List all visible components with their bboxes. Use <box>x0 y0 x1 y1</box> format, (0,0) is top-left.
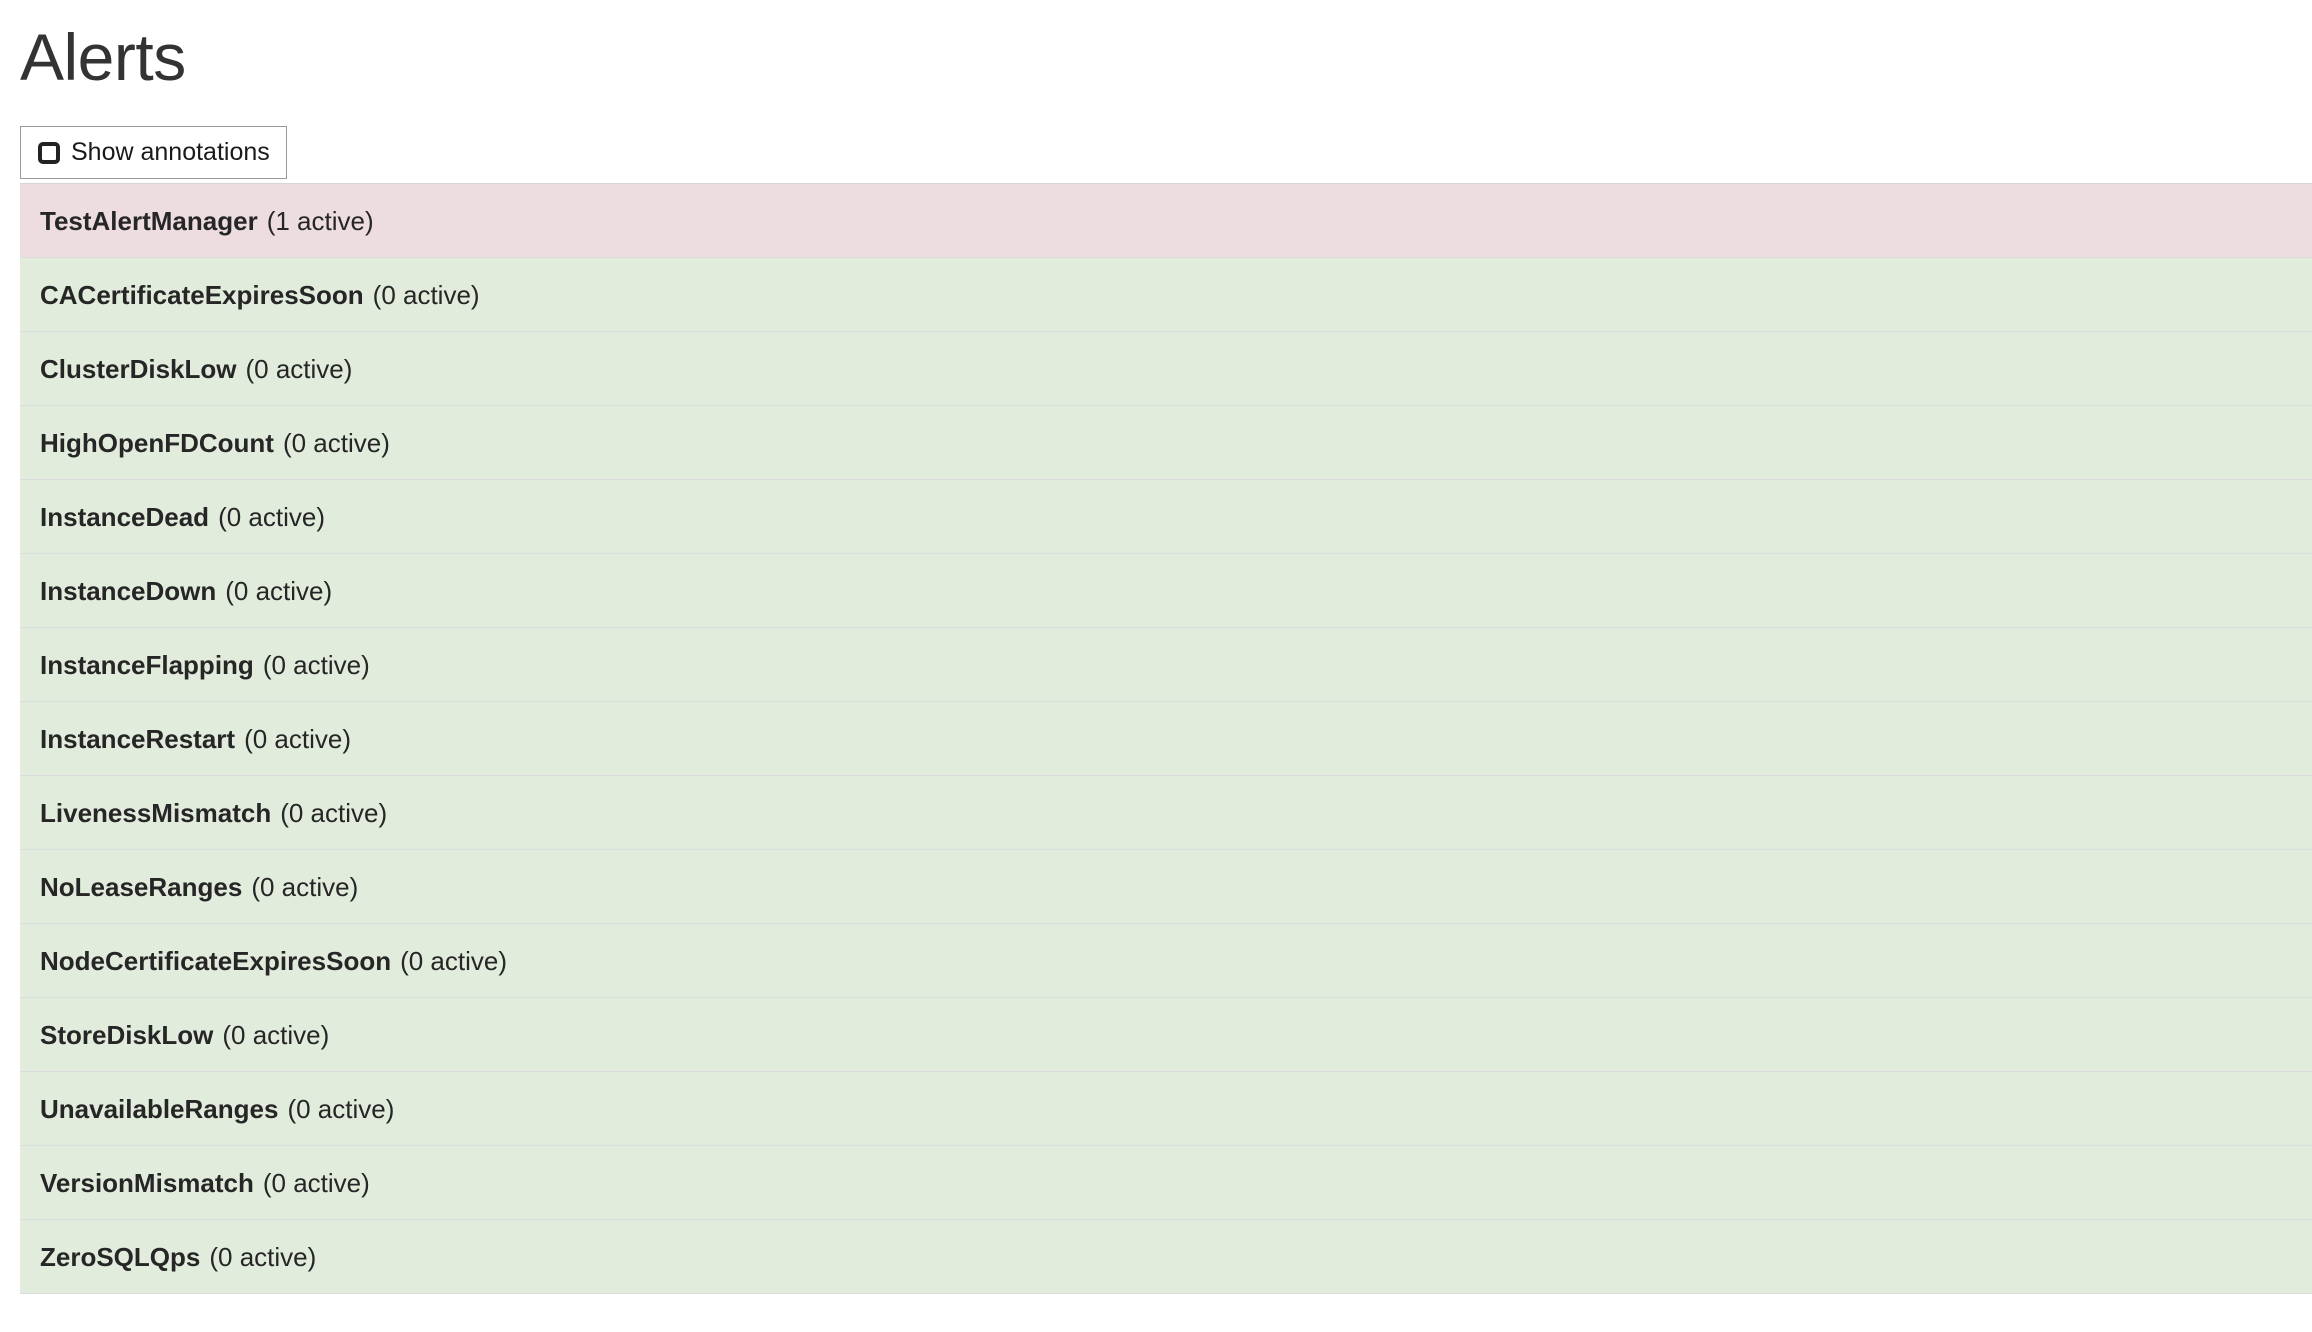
alert-row[interactable]: InstanceDead (0 active) <box>20 480 2312 554</box>
alert-name: UnavailableRanges <box>40 1093 279 1124</box>
unchecked-square-icon <box>38 141 60 164</box>
alert-name: ZeroSQLQps <box>40 1241 201 1272</box>
alert-active-count: (0 active) <box>218 501 325 532</box>
alert-row[interactable]: VersionMismatch (0 active) <box>20 1146 2312 1220</box>
alert-row[interactable]: InstanceRestart (0 active) <box>20 702 2312 776</box>
alert-name: HighOpenFDCount <box>40 427 274 458</box>
alert-row[interactable]: HighOpenFDCount (0 active) <box>20 406 2312 480</box>
alert-row[interactable]: InstanceDown (0 active) <box>20 554 2312 628</box>
alert-row[interactable]: InstanceFlapping (0 active) <box>20 628 2312 702</box>
alert-row[interactable]: NodeCertificateExpiresSoon (0 active) <box>20 924 2312 998</box>
alert-name: InstanceFlapping <box>40 649 254 680</box>
alert-row[interactable]: CACertificateExpiresSoon (0 active) <box>20 258 2312 332</box>
alert-row[interactable]: ZeroSQLQps (0 active) <box>20 1220 2312 1294</box>
alert-name: NodeCertificateExpiresSoon <box>40 945 392 976</box>
show-annotations-label: Show annotations <box>71 138 270 166</box>
alert-active-count: (0 active) <box>244 723 351 754</box>
toolbar: Show annotations <box>20 126 287 179</box>
alerts-list: TestAlertManager (1 active) CACertificateE… <box>20 183 2312 1294</box>
alert-active-count: (0 active) <box>251 871 359 902</box>
alert-row[interactable]: NoLeaseRanges (0 active) <box>20 850 2312 924</box>
alert-active-count: (0 active) <box>282 427 390 458</box>
alert-row[interactable]: ClusterDiskLow (0 active) <box>20 332 2312 406</box>
alert-row[interactable]: TestAlertManager (1 active) <box>20 184 2312 258</box>
alert-name: InstanceDown <box>40 575 217 606</box>
page-title: Alerts <box>20 20 186 94</box>
alert-active-count: (0 active) <box>400 945 508 976</box>
alert-active-count: (0 active) <box>372 279 480 310</box>
alert-row[interactable]: UnavailableRanges (0 active) <box>20 1072 2312 1146</box>
alert-active-count: (0 active) <box>280 797 388 828</box>
alert-active-count: (0 active) <box>262 649 370 680</box>
alert-row[interactable]: LivenessMismatch (0 active) <box>20 776 2312 850</box>
alert-name: StoreDiskLow <box>40 1019 214 1050</box>
alert-name: VersionMismatch <box>40 1167 254 1198</box>
alert-name: LivenessMismatch <box>40 797 272 828</box>
alert-name: InstanceDead <box>40 501 210 532</box>
alert-name: ClusterDiskLow <box>40 353 237 384</box>
alert-active-count: (1 active) <box>266 205 374 236</box>
alert-name: CACertificateExpiresSoon <box>40 279 364 310</box>
alert-row[interactable]: StoreDiskLow (0 active) <box>20 998 2312 1072</box>
alert-active-count: (0 active) <box>225 575 333 606</box>
alert-active-count: (0 active) <box>262 1167 370 1198</box>
alert-name: InstanceRestart <box>40 723 236 754</box>
alert-active-count: (0 active) <box>287 1093 395 1124</box>
alert-name: NoLeaseRanges <box>40 871 243 902</box>
show-annotations-toggle[interactable]: Show annotations <box>20 126 287 179</box>
alert-active-count: (0 active) <box>245 353 353 384</box>
alert-active-count: (0 active) <box>222 1019 330 1050</box>
alert-active-count: (0 active) <box>209 1241 317 1272</box>
alert-name: TestAlertManager <box>40 205 258 236</box>
